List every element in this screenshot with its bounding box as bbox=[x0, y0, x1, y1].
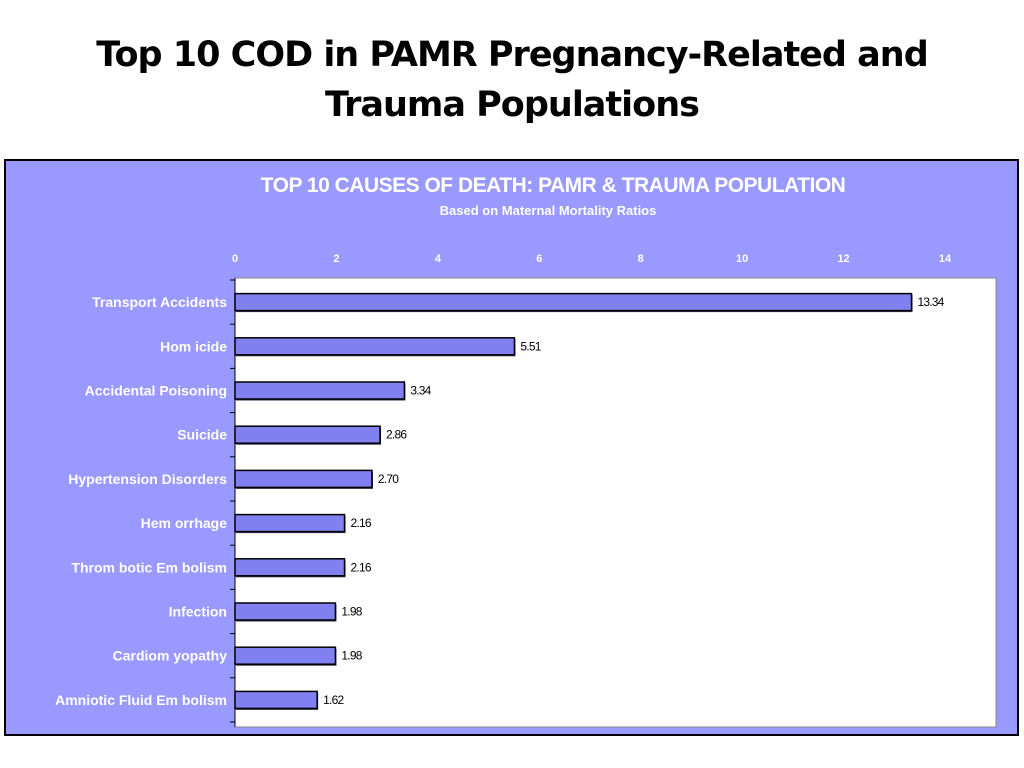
x-tick-label: 2 bbox=[333, 253, 339, 265]
data-label: 13.34 bbox=[918, 295, 945, 309]
bar bbox=[234, 469, 373, 489]
category-label: Hypertension Disorders bbox=[68, 471, 227, 487]
data-label: 5.51 bbox=[520, 339, 541, 353]
data-label: 2.16 bbox=[351, 560, 372, 574]
x-tick-label: 0 bbox=[232, 253, 238, 265]
bar bbox=[234, 337, 516, 356]
bar bbox=[234, 425, 381, 444]
bar bbox=[234, 513, 346, 533]
category-label: Hom icide bbox=[160, 338, 227, 354]
x-tick-label: 10 bbox=[736, 253, 748, 265]
data-label: 2.86 bbox=[386, 428, 407, 442]
category-label: Throm botic Em bolism bbox=[71, 559, 227, 575]
category-label: Suicide bbox=[177, 427, 227, 443]
slide-title: Top 10 COD in PAMR Pregnancy-Related and… bbox=[0, 30, 1024, 130]
chart-subtitle: Based on Maternal Mortality Ratios bbox=[439, 203, 657, 218]
x-tick-label: 8 bbox=[638, 253, 644, 265]
bar bbox=[234, 381, 406, 400]
data-label: 1.98 bbox=[341, 605, 362, 619]
x-tick-label: 4 bbox=[435, 253, 442, 265]
category-label: Amniotic Fluid Em bolism bbox=[55, 692, 227, 708]
x-tick-label: 6 bbox=[536, 253, 542, 265]
data-label: 1.98 bbox=[341, 649, 362, 663]
data-label: 1.62 bbox=[323, 693, 344, 707]
x-tick-label: 14 bbox=[939, 253, 952, 265]
data-label: 2.70 bbox=[378, 472, 399, 486]
category-label: Accidental Poisoning bbox=[85, 383, 227, 399]
category-label: Infection bbox=[169, 604, 227, 620]
slide-title-line-1: Top 10 COD in PAMR Pregnancy-Related and bbox=[96, 35, 929, 75]
category-label: Cardiom yopathy bbox=[113, 648, 228, 664]
chart-title: TOP 10 CAUSES OF DEATH: PAMR & TRAUMA PO… bbox=[260, 174, 846, 197]
bar-chart: 0 2 4 6 8 10 12 14 Transport Accidents 13.34 Hom i… bbox=[55, 253, 997, 728]
slide-title-line-2: Trauma Populations bbox=[325, 85, 700, 125]
data-label: 3.34 bbox=[410, 384, 431, 398]
bar bbox=[234, 690, 318, 710]
chart-frame: TOP 10 CAUSES OF DEATH: PAMR & TRAUMA PO… bbox=[4, 159, 1019, 736]
bar bbox=[234, 558, 346, 577]
bar bbox=[234, 602, 337, 621]
bar bbox=[234, 292, 913, 312]
category-label: Hem orrhage bbox=[141, 515, 228, 531]
category-label: Transport Accidents bbox=[92, 294, 227, 310]
data-label: 2.16 bbox=[351, 516, 372, 530]
bar bbox=[234, 646, 337, 665]
x-tick-label: 12 bbox=[837, 253, 849, 265]
